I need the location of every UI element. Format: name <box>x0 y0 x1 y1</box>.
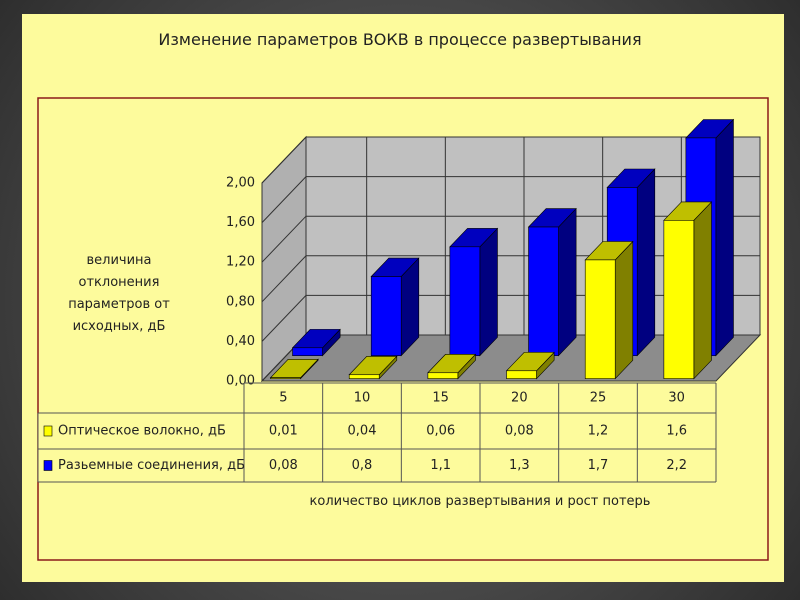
value-label: 2,2 <box>666 458 687 473</box>
bar <box>449 246 481 357</box>
bar-side <box>715 118 734 357</box>
value-label: 0,01 <box>269 424 298 439</box>
y-axis-title: величина отклонения параметров от исходн… <box>68 253 170 334</box>
y-tick-label: 2,00 <box>226 176 255 191</box>
x-tick-label: 5 <box>279 391 287 406</box>
legend-label: Оптическое волокно, дБ <box>58 424 226 439</box>
value-label: 0,06 <box>426 424 455 439</box>
x-tick-label: 15 <box>432 391 449 406</box>
grid-line <box>261 136 760 184</box>
value-label: 0,08 <box>505 424 534 439</box>
bar-side <box>558 207 577 357</box>
x-tick-label: 30 <box>668 391 685 406</box>
value-label: 1,7 <box>588 458 609 473</box>
bar-side <box>614 240 634 380</box>
legend-swatch <box>43 460 53 471</box>
x-axis-title: количество циклов развертывания и рост п… <box>309 494 651 509</box>
bar-side <box>636 168 656 357</box>
bar <box>292 347 323 356</box>
legend-swatch <box>43 425 53 437</box>
x-tick-label: 25 <box>590 391 607 406</box>
bar <box>584 259 616 379</box>
bar <box>506 370 537 379</box>
value-label: 1,2 <box>588 424 609 439</box>
x-tick-label: 10 <box>354 391 371 406</box>
bar <box>348 374 380 379</box>
chart-title: Изменение параметров ВОКВ в процессе раз… <box>158 30 642 49</box>
y-tick-label: 0,40 <box>226 334 255 349</box>
value-label: 0,08 <box>269 458 298 473</box>
bar <box>663 220 695 379</box>
bar <box>528 226 559 356</box>
x-tick-label: 20 <box>511 391 528 406</box>
legend-label: Разьемные соединения, дБ <box>58 458 245 473</box>
table-bg <box>38 413 716 482</box>
bar <box>370 276 402 356</box>
grid-line <box>261 176 760 223</box>
bar-side <box>479 227 498 357</box>
y-tick-label: 0,80 <box>226 294 255 309</box>
bar-side <box>693 201 712 380</box>
y-tick-label: 1,20 <box>226 255 255 270</box>
y-tick-label: 1,60 <box>226 215 255 230</box>
value-label: 0,04 <box>348 424 377 439</box>
value-label: 1,3 <box>509 458 530 473</box>
value-label: 1,6 <box>666 424 687 439</box>
chart-frame <box>37 97 769 561</box>
y-tick-label: 0,00 <box>226 374 255 389</box>
bar <box>427 372 459 380</box>
bar <box>270 377 301 379</box>
value-label: 1,1 <box>430 458 451 473</box>
value-label: 0,8 <box>352 458 373 473</box>
